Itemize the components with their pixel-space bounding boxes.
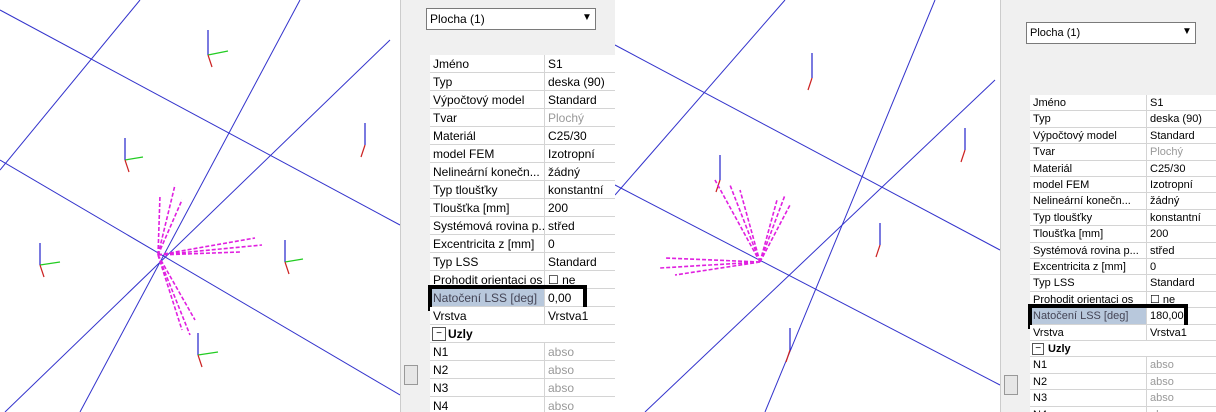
property-value[interactable]: střed (1146, 242, 1216, 259)
property-label: Výpočtový model (1030, 127, 1146, 145)
property-label: Typ (1030, 111, 1146, 128)
checkbox[interactable]: ☐ (1150, 293, 1163, 306)
property-label: Natočení LSS [deg] (1030, 308, 1146, 325)
property-value[interactable]: konstantní (544, 181, 615, 199)
dropdown[interactable]: Plocha (1) (426, 8, 596, 30)
property-label: Nelineární konečn... (1030, 193, 1146, 210)
property-label: Typ tloušťky (430, 181, 544, 199)
property-value[interactable]: střed (544, 217, 615, 235)
property-label: Excentricita z [mm] (430, 235, 544, 253)
property-label: Tvar (1030, 144, 1146, 161)
section-header: Uzly (1030, 341, 1216, 358)
property-label: Výpočtový model (430, 91, 544, 109)
property-label: Jméno (1030, 95, 1146, 112)
property-label: Tloušťka [mm] (430, 199, 544, 217)
property-value[interactable]: 0 (544, 235, 615, 253)
dropdown[interactable]: Plocha (1) (1026, 22, 1196, 44)
view-3d-right (615, 0, 1000, 412)
property-value[interactable]: Plochý (544, 109, 615, 127)
property-value[interactable]: abso (544, 361, 615, 379)
collapse-icon[interactable]: − (432, 327, 446, 341)
property-value[interactable]: abso (544, 397, 615, 412)
property-value[interactable]: Izotropní (1146, 177, 1216, 194)
dropdown-arrow: ▼ (582, 12, 592, 23)
property-label: Vrstva (1030, 324, 1146, 341)
property-label: Typ (430, 73, 544, 91)
property-value[interactable]: 200 (1146, 226, 1216, 243)
property-value[interactable]: 200 (544, 199, 615, 217)
property-value[interactable]: abso (1146, 373, 1216, 391)
property-label: Excentricita z [mm] (1030, 259, 1146, 276)
section-header: Uzly (430, 325, 615, 343)
property-label: model FEM (1030, 177, 1146, 194)
property-label: Tvar (430, 109, 544, 127)
property-value[interactable]: žádný (1146, 193, 1216, 210)
scrollbar[interactable] (1000, 0, 1021, 412)
property-label: model FEM (430, 145, 544, 163)
property-value[interactable]: abso (1146, 390, 1216, 407)
property-value[interactable]: C25/30 (544, 127, 615, 145)
property-value[interactable]: Izotropní (544, 145, 615, 163)
property-label: Prohodit orientaci os (430, 271, 544, 289)
property-value[interactable]: C25/30 (1146, 160, 1216, 177)
property-label: N1 (430, 343, 544, 361)
property-label: N1 (1030, 357, 1146, 374)
property-value[interactable]: Plochý (1146, 144, 1216, 161)
property-label: N4 (430, 397, 544, 412)
property-value[interactable]: 0 (1146, 259, 1216, 276)
property-label: Systémová rovina p... (430, 217, 544, 235)
property-label: Nelineární konečn... (430, 163, 544, 181)
property-value[interactable]: S1 (544, 55, 615, 73)
property-label: Natočení LSS [deg] (430, 289, 544, 307)
property-label: Systémová rovina p... (1030, 242, 1146, 259)
property-label: N2 (1030, 373, 1146, 391)
property-label: N4 (1030, 406, 1146, 412)
property-value[interactable]: Vrstva1 (544, 307, 615, 325)
property-value[interactable]: Standard (1146, 127, 1216, 145)
property-label: Materiál (430, 127, 544, 145)
property-label: N2 (430, 361, 544, 379)
property-value[interactable]: ☐ ne (544, 271, 615, 289)
property-label: N3 (1030, 390, 1146, 407)
property-label: Vrstva (430, 307, 544, 325)
property-value[interactable]: 0,00 (544, 289, 615, 307)
property-value[interactable]: Standard (1146, 275, 1216, 292)
property-value[interactable]: abso (544, 379, 615, 397)
property-value[interactable]: konstantní (1146, 209, 1216, 227)
property-value[interactable]: 180,00 (1146, 308, 1216, 325)
property-value[interactable]: deska (90) (544, 73, 615, 91)
view-3d-left (0, 0, 400, 412)
property-value[interactable]: abso (1146, 357, 1216, 374)
property-value[interactable]: žádný (544, 163, 615, 181)
property-label: N3 (430, 379, 544, 397)
property-value[interactable]: abso (1146, 406, 1216, 412)
property-label: Typ LSS (1030, 275, 1146, 292)
property-label: Tloušťka [mm] (1030, 226, 1146, 243)
property-value[interactable]: abso (544, 343, 615, 361)
property-value[interactable]: deska (90) (1146, 111, 1216, 128)
property-label: Jméno (430, 55, 544, 73)
property-value[interactable]: Standard (544, 253, 615, 271)
checkbox[interactable]: ☐ (548, 273, 563, 287)
property-value[interactable]: Standard (544, 91, 615, 109)
property-label: Typ LSS (430, 253, 544, 271)
property-value[interactable]: S1 (1146, 95, 1216, 112)
property-label: Typ tloušťky (1030, 209, 1146, 227)
collapse-icon[interactable]: − (1032, 343, 1045, 356)
scrollbar[interactable] (400, 0, 421, 412)
property-label: Materiál (1030, 160, 1146, 177)
property-value[interactable]: Vrstva1 (1146, 324, 1216, 341)
dropdown-arrow: ▼ (1182, 26, 1192, 37)
